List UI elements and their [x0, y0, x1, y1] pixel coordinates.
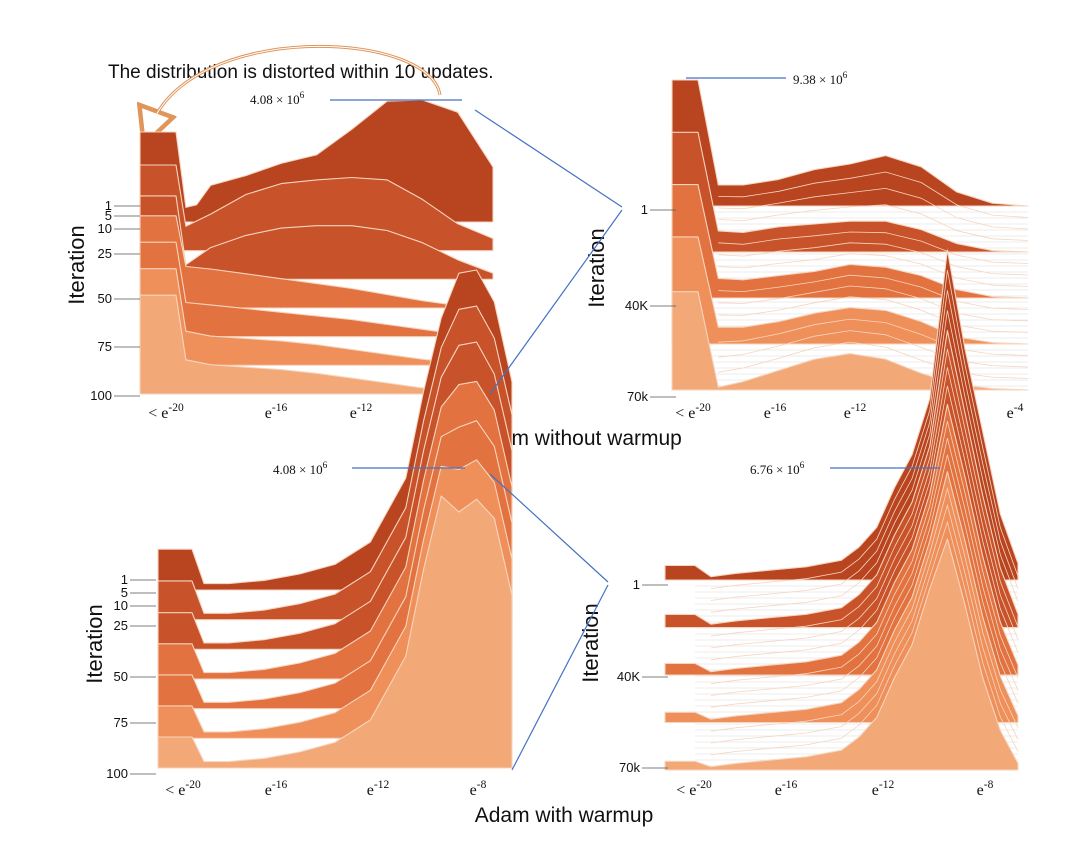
ridge-series-100 [157, 495, 513, 769]
ridge-inner-line [718, 341, 1029, 379]
peak-value-label: 4.08 × 106 [250, 91, 305, 107]
annotation-arrow-inner [149, 45, 441, 129]
y-tick-label: 100 [106, 766, 128, 781]
y-tick-label: 25 [98, 246, 112, 261]
y-tick-label: 75 [114, 715, 128, 730]
ridge-inner-line [718, 242, 1029, 276]
y-tick-label: 50 [114, 669, 128, 684]
x-tick-label: e-16 [265, 402, 288, 422]
zoom-connectors [474, 109, 623, 771]
ridge-inner-line [718, 285, 1029, 322]
x-tick-label: e-12 [350, 402, 373, 422]
x-tick-label: < e-20 [676, 779, 712, 799]
y-tick-label: 5 [121, 585, 128, 600]
ridge-series-70000 [664, 538, 1019, 771]
x-tick-label: e-8 [470, 779, 487, 799]
ridge-inner-line [710, 385, 1019, 661]
ridge-inner-line [718, 187, 1029, 230]
ridge-inner-line [710, 438, 1019, 696]
peak-value-label: 4.08 × 106 [273, 461, 328, 477]
ridge-series-10 [139, 195, 494, 280]
x-tick-label: e-16 [775, 779, 798, 799]
y-axis-label: Iteration [82, 604, 107, 684]
ridge-series-70000 [671, 291, 1029, 391]
y-tick-label: 1 [641, 202, 648, 217]
ridge-inner-line [718, 171, 1029, 218]
ridge-inner-line [710, 348, 1019, 637]
connector-bottom-upper [489, 473, 609, 583]
y-tick-label: 70k [619, 760, 640, 775]
x-tick-label: e-16 [764, 402, 787, 422]
distortion-annotation: The distribution is distorted within 10 … [108, 62, 494, 83]
panel-bottom-right: Iteration 1 40K 70k < e-20 e-16 e-12 e-8 6.76 × … [578, 249, 1019, 799]
ridge-inner-line [710, 367, 1019, 649]
section-label-with-warmup: Adam with warmup [475, 804, 654, 827]
x-tick-label: e-8 [977, 779, 994, 799]
y-tick-label: 70k [627, 389, 648, 404]
y-tick-label: 1 [105, 198, 112, 213]
ridge-series-55000 [671, 236, 1029, 345]
ridge-series-1 [671, 79, 1029, 207]
y-axis-label: Iteration [64, 225, 89, 305]
y-tick-label: 75 [98, 339, 112, 354]
x-tick-label: e-12 [844, 402, 867, 422]
ridge-inner-line [718, 204, 1029, 241]
ridge-inner-line [718, 253, 1029, 287]
ridge-inner-line [718, 330, 1029, 368]
x-tick-label: e-12 [367, 779, 390, 799]
y-tick-label: 5 [105, 208, 112, 223]
ridge-inner-line [710, 486, 1019, 732]
y-tick-label: 1 [121, 572, 128, 587]
ridge-inner-line [710, 421, 1019, 684]
ridge-inner-line [710, 503, 1019, 744]
peak-value-label: 9.38 × 106 [793, 71, 848, 87]
ridge-inner-line [710, 454, 1019, 708]
ridge-inner-line [710, 270, 1019, 589]
y-tick-label: 10 [98, 221, 112, 236]
y-tick-label: 100 [90, 388, 112, 403]
y-tick-label: 25 [114, 618, 128, 633]
ridge-inner-line [718, 296, 1029, 333]
y-tick-label: 1 [633, 577, 640, 592]
x-tick-label: < e-20 [165, 779, 201, 799]
connector-top-lower [489, 209, 623, 395]
x-tick-label: e-12 [872, 779, 895, 799]
y-tick-label: 50 [98, 291, 112, 306]
section-label-without-warmup: Adam without warmup [474, 427, 682, 450]
ridge-inner-line [718, 231, 1029, 264]
ridge-inner-line [710, 290, 1019, 601]
ridge-inner-line [718, 318, 1029, 356]
y-tick-label: 10 [114, 598, 128, 613]
x-tick-label: < e-20 [148, 402, 184, 422]
peak-value-label: 6.76 × 106 [750, 461, 805, 477]
x-tick-label: e-4 [1007, 402, 1024, 422]
ridge-series-5 [139, 164, 494, 252]
ridge-inner-line [710, 520, 1019, 756]
y-axis-label: Iteration [584, 228, 609, 308]
connector-top-upper [474, 109, 623, 208]
connector-bottom-lower [511, 584, 609, 771]
y-tick-label: 40K [617, 669, 640, 684]
ridge-inner-line [710, 310, 1019, 613]
x-tick-label: < e-20 [675, 402, 711, 422]
y-tick-label: 40K [625, 298, 648, 313]
y-axis-label: Iteration [578, 603, 603, 683]
x-tick-label: e-16 [265, 779, 288, 799]
ridge-inner-line [718, 274, 1029, 310]
